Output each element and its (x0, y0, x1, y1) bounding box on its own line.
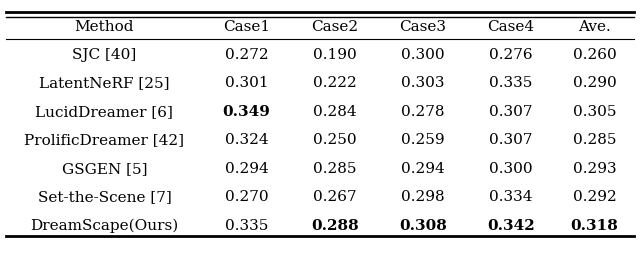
Text: 0.318: 0.318 (570, 219, 618, 233)
Text: GSGEN [5]: GSGEN [5] (61, 162, 147, 176)
Text: 0.288: 0.288 (311, 219, 358, 233)
Text: 0.307: 0.307 (490, 133, 533, 147)
Text: 0.250: 0.250 (313, 133, 356, 147)
Text: 0.272: 0.272 (225, 47, 268, 61)
Text: 0.307: 0.307 (490, 105, 533, 119)
Text: 0.276: 0.276 (490, 47, 533, 61)
Text: ProlificDreamer [42]: ProlificDreamer [42] (24, 133, 184, 147)
Text: 0.259: 0.259 (401, 133, 445, 147)
Text: 0.270: 0.270 (225, 190, 268, 205)
Text: 0.222: 0.222 (313, 76, 356, 90)
Text: SJC [40]: SJC [40] (72, 47, 136, 61)
Text: LatentNeRF [25]: LatentNeRF [25] (39, 76, 170, 90)
Text: Set-the-Scene [7]: Set-the-Scene [7] (38, 190, 172, 205)
Text: 0.300: 0.300 (490, 162, 533, 176)
Text: Ave.: Ave. (578, 20, 611, 34)
Text: 0.284: 0.284 (313, 105, 356, 119)
Text: 0.292: 0.292 (573, 190, 616, 205)
Text: 0.324: 0.324 (225, 133, 268, 147)
Text: 0.294: 0.294 (225, 162, 268, 176)
Text: 0.303: 0.303 (401, 76, 445, 90)
Text: 0.300: 0.300 (401, 47, 445, 61)
Text: 0.342: 0.342 (487, 219, 535, 233)
Text: 0.298: 0.298 (401, 190, 445, 205)
Text: Method: Method (75, 20, 134, 34)
Text: 0.190: 0.190 (313, 47, 356, 61)
Text: Case4: Case4 (488, 20, 534, 34)
Text: 0.335: 0.335 (490, 76, 532, 90)
Text: 0.335: 0.335 (225, 219, 268, 233)
Text: 0.260: 0.260 (573, 47, 616, 61)
Text: 0.285: 0.285 (573, 133, 616, 147)
Text: 0.285: 0.285 (313, 162, 356, 176)
Text: Case1: Case1 (223, 20, 270, 34)
Text: 0.290: 0.290 (573, 76, 616, 90)
Text: 0.349: 0.349 (223, 105, 271, 119)
Text: 0.305: 0.305 (573, 105, 616, 119)
Text: 0.267: 0.267 (313, 190, 356, 205)
Text: 0.308: 0.308 (399, 219, 447, 233)
Text: 0.301: 0.301 (225, 76, 268, 90)
Text: 0.293: 0.293 (573, 162, 616, 176)
Text: 0.334: 0.334 (490, 190, 533, 205)
Text: 0.294: 0.294 (401, 162, 445, 176)
Text: 0.278: 0.278 (401, 105, 445, 119)
Text: LucidDreamer [6]: LucidDreamer [6] (35, 105, 173, 119)
Text: Case2: Case2 (311, 20, 358, 34)
Text: DreamScape(Ours): DreamScape(Ours) (30, 219, 179, 233)
Text: Case3: Case3 (399, 20, 447, 34)
